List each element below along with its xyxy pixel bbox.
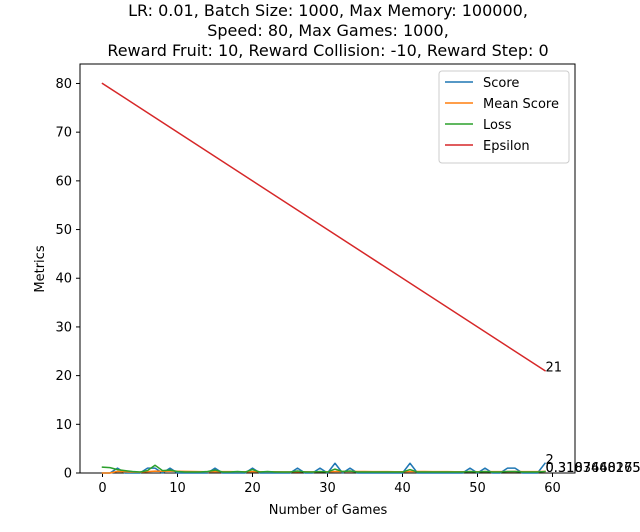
y-tick-label: 30 [55,320,72,335]
y-axis: 0 10 20 30 40 50 60 70 80 [55,77,80,482]
series-line-score [101,462,547,474]
x-tick-label: 60 [544,481,561,496]
end-value-label: 21 [546,360,563,375]
y-tick-label: 40 [55,272,72,287]
series-group [101,82,547,474]
chart-title-line: Speed: 80, Max Games: 1000, [207,21,449,40]
y-tick-label: 80 [55,77,72,92]
y-axis-label: Metrics [33,245,48,292]
legend-label: Epsilon [483,139,530,154]
y-tick-label: 20 [55,369,72,384]
legend-label: Loss [483,118,512,133]
y-tick-label: 70 [55,126,72,141]
legend-label: Score [483,76,519,91]
legend-label: Mean Score [483,97,559,112]
chart-title-line: Reward Fruit: 10, Reward Collision: -10,… [107,41,548,60]
y-tick-label: 0 [64,467,72,482]
end-value-label: 2 [546,453,554,468]
series-line-epsilon [101,82,547,372]
x-axis-label: Number of Games [269,503,388,518]
legend-box [438,70,570,164]
x-tick-label: 0 [98,481,106,496]
end-value-label: 0.3187660165 [546,461,640,476]
chart-title-line: LR: 0.01, Batch Size: 1000, Max Memory: … [128,1,528,20]
x-tick-label: 40 [394,481,411,496]
legend: Score Mean Score Loss Epsilon [438,70,570,164]
x-axis: 0 10 20 30 40 50 60 [98,473,561,496]
y-tick-label: 60 [55,174,72,189]
end-labels: 21 20.31034482758620690.3187660165 [546,360,640,476]
x-tick-label: 10 [169,481,186,496]
chart-title: LR: 0.01, Batch Size: 1000, Max Memory: … [107,1,548,60]
x-tick-label: 50 [469,481,486,496]
x-tick-label: 30 [319,481,336,496]
end-value-label: 0.3103448275862069 [546,461,640,476]
y-tick-label: 50 [55,223,72,238]
x-tick-label: 20 [244,481,261,496]
series-line-loss [101,464,546,473]
y-tick-label: 10 [55,418,72,433]
